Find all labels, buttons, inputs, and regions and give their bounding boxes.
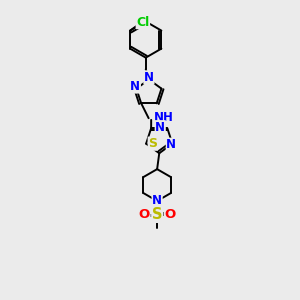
Text: O: O (139, 208, 150, 221)
Text: N: N (130, 80, 140, 93)
Text: N: N (152, 194, 162, 208)
Text: N: N (166, 138, 176, 151)
Text: Cl: Cl (136, 16, 149, 28)
Text: N: N (155, 121, 165, 134)
Text: NH: NH (154, 111, 174, 124)
Text: S: S (152, 207, 162, 222)
Text: S: S (148, 137, 157, 150)
Text: O: O (164, 208, 176, 221)
Text: N: N (144, 71, 154, 84)
